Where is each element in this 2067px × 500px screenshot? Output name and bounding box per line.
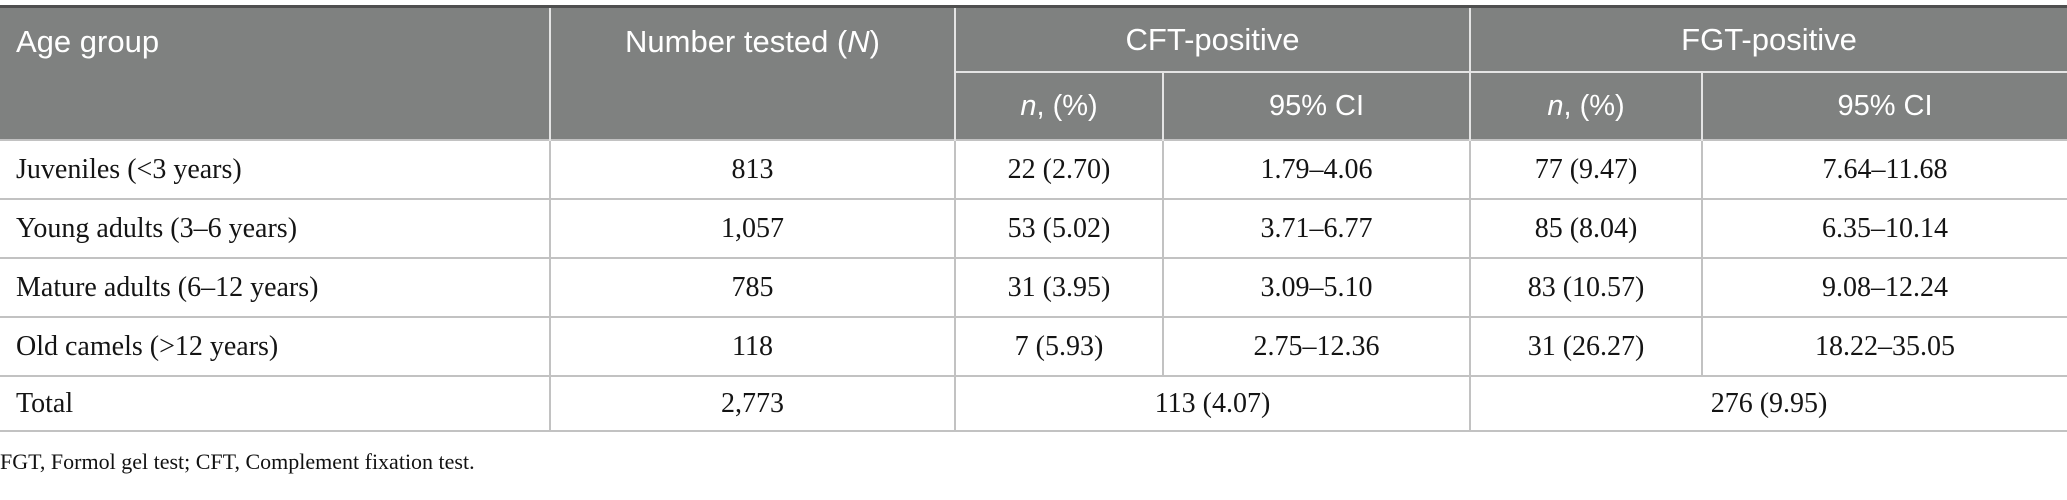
col-subheader-cft-ci: 95% CI: [1161, 72, 1471, 140]
fgt-n-cell: 83 (10.57): [1469, 257, 1704, 318]
total-cft-cell: 113 (4.07): [953, 375, 1472, 432]
number-tested-cell: 1,057: [549, 198, 956, 259]
header-row-subcolumns: n, (%) 95% CI n, (%) 95% CI: [0, 72, 2067, 140]
fgt-ci-cell: 9.08–12.24: [1701, 257, 2067, 318]
age-group-cell: Juveniles (<3 years): [0, 139, 551, 200]
table-row-total: Total 2,773 113 (4.07) 276 (9.95): [0, 375, 2067, 432]
cft-ci-cell: 1.79–4.06: [1161, 139, 1472, 200]
fgt-n-cell: 85 (8.04): [1469, 198, 1704, 259]
cft-ci-cell: 3.09–5.10: [1161, 257, 1472, 318]
cft-ci-cell: 2.75–12.36: [1161, 316, 1472, 377]
table-row-young-adults: Young adults (3–6 years) 1,057 53 (5.02)…: [0, 198, 2067, 259]
cft-n-cell: 22 (2.70): [954, 139, 1164, 200]
age-group-cell: Old camels (>12 years): [0, 316, 551, 377]
cft-n-cell: 53 (5.02): [954, 198, 1164, 259]
cft-n-cell: 31 (3.95): [954, 257, 1164, 318]
age-group-cell: Mature adults (6–12 years): [0, 257, 551, 318]
total-label-cell: Total: [0, 375, 551, 432]
fgt-ci-cell: 6.35–10.14: [1701, 198, 2067, 259]
total-fgt-cell: 276 (9.95): [1469, 375, 2067, 432]
age-group-label: Age group: [16, 24, 160, 59]
cft-n-cell: 7 (5.93): [954, 316, 1164, 377]
fgt-ci-cell: 7.64–11.68: [1701, 139, 2067, 200]
cft-n-italic: n: [1020, 89, 1037, 122]
table-body: Juveniles (<3 years) 813 22 (2.70) 1.79–…: [0, 139, 2067, 432]
table-row-mature-adults: Mature adults (6–12 years) 785 31 (3.95)…: [0, 257, 2067, 318]
seroprevalence-table: Age group Number tested (N) CFT-positive…: [0, 5, 2067, 432]
table-header: Age group Number tested (N) CFT-positive…: [0, 6, 2067, 140]
cft-n-rest: , (%): [1036, 89, 1098, 122]
number-tested-cell: 785: [549, 257, 956, 318]
table-footnote: FGT, Formol gel test; CFT, Complement fi…: [0, 449, 475, 474]
header-row-groups: Age group Number tested (N) CFT-positive…: [0, 6, 2067, 140]
fgt-n-cell: 31 (26.27): [1469, 316, 1704, 377]
number-tested-label-pre: Number tested (: [625, 24, 848, 59]
col-subheader-fgt-n-pct: n, (%): [1469, 72, 1703, 140]
number-tested-label-n-italic: N: [847, 24, 870, 59]
age-group-cell: Young adults (3–6 years): [0, 198, 551, 259]
fgt-ci-cell: 18.22–35.05: [1701, 316, 2067, 377]
col-header-fgt-positive: FGT-positive: [1469, 6, 2067, 73]
table-row-old-camels: Old camels (>12 years) 118 7 (5.93) 2.75…: [0, 316, 2067, 377]
fgt-n-rest: , (%): [1563, 89, 1625, 122]
col-subheader-fgt-ci: 95% CI: [1701, 72, 2067, 140]
number-tested-label-post: ): [869, 24, 880, 59]
col-header-cft-positive: CFT-positive: [953, 6, 1471, 73]
col-subheader-cft-n-pct: n, (%): [954, 72, 1163, 140]
col-header-age-group: Age group: [0, 6, 550, 140]
col-header-number-tested: Number tested (N): [549, 6, 955, 140]
cft-ci-cell: 3.71–6.77: [1161, 198, 1472, 259]
number-tested-cell: 813: [549, 139, 956, 200]
number-tested-cell: 118: [549, 316, 956, 377]
fgt-n-italic: n: [1547, 89, 1564, 122]
total-number-tested-cell: 2,773: [549, 375, 956, 432]
fgt-n-cell: 77 (9.47): [1469, 139, 1704, 200]
table-row-juveniles: Juveniles (<3 years) 813 22 (2.70) 1.79–…: [0, 139, 2067, 200]
